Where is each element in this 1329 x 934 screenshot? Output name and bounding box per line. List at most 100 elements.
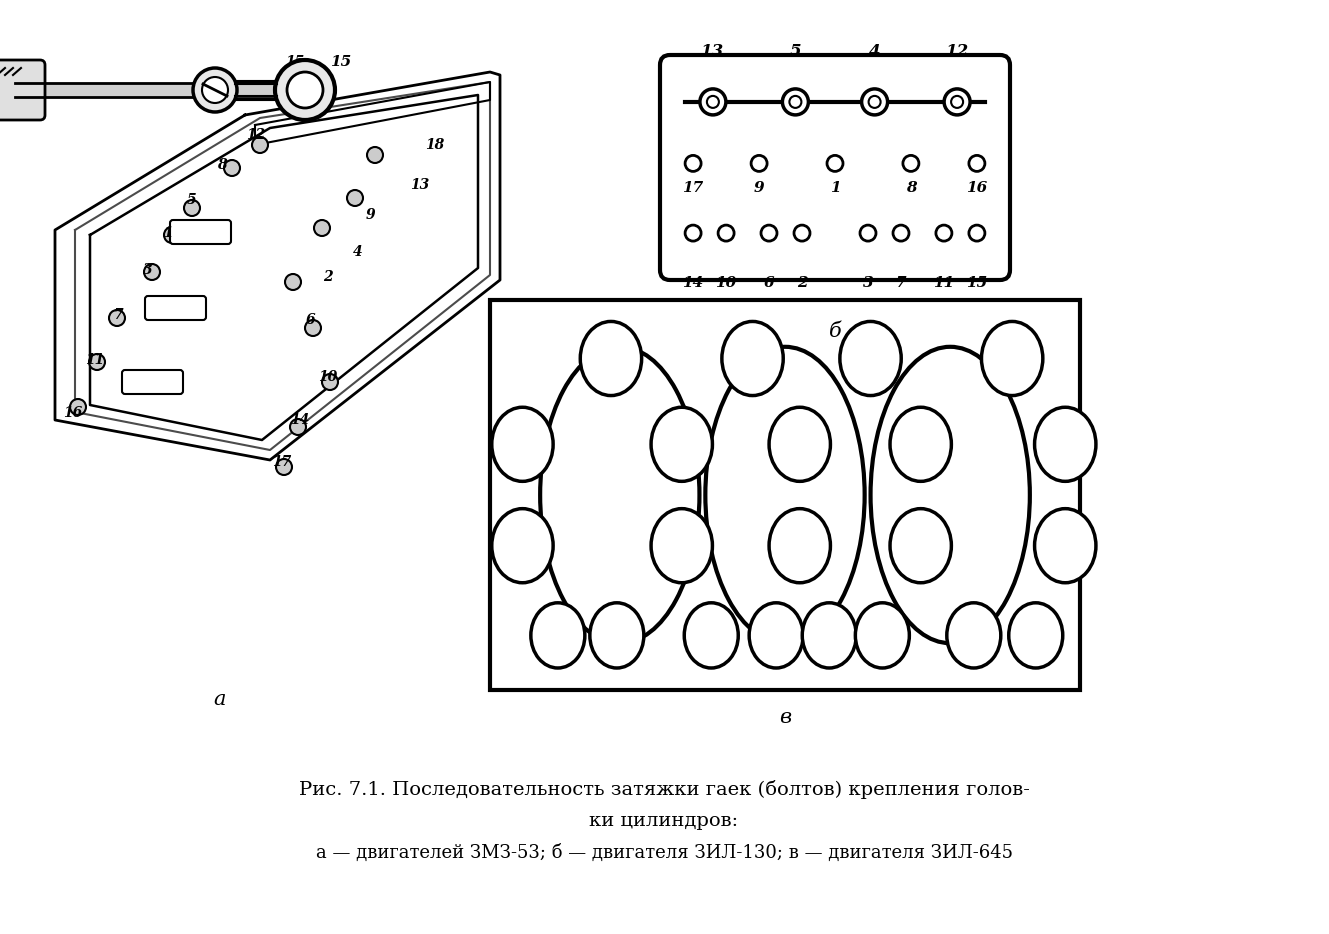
Circle shape	[686, 155, 702, 172]
Text: 12: 12	[670, 537, 694, 554]
Circle shape	[70, 399, 86, 415]
Text: 9: 9	[914, 436, 926, 453]
Text: 18: 18	[425, 138, 445, 152]
Text: 11: 11	[85, 353, 105, 367]
Text: 13: 13	[964, 629, 985, 643]
Text: 9: 9	[365, 208, 375, 222]
Circle shape	[686, 225, 702, 241]
Text: 16: 16	[966, 181, 987, 195]
Text: 16: 16	[64, 406, 82, 420]
Circle shape	[284, 274, 300, 290]
Circle shape	[314, 220, 330, 236]
Text: Рис. 7.1. Последовательность затяжки гаек (болтов) крепления голов-: Рис. 7.1. Последовательность затяжки гае…	[299, 780, 1030, 799]
Circle shape	[183, 200, 199, 216]
Ellipse shape	[722, 321, 783, 396]
Circle shape	[193, 68, 237, 112]
Text: 13: 13	[411, 178, 429, 192]
Text: 3: 3	[144, 263, 153, 277]
Text: 15: 15	[330, 55, 351, 69]
Text: 6: 6	[764, 276, 775, 290]
Circle shape	[163, 227, 179, 243]
Text: 8: 8	[905, 181, 916, 195]
Circle shape	[707, 96, 719, 108]
Text: 12: 12	[246, 128, 266, 142]
Text: 8: 8	[217, 158, 227, 172]
Ellipse shape	[982, 321, 1043, 396]
Circle shape	[109, 310, 125, 326]
Text: 15: 15	[966, 276, 987, 290]
Text: 9: 9	[754, 181, 764, 195]
Text: а: а	[214, 690, 226, 709]
Circle shape	[969, 225, 985, 241]
Text: 17: 17	[272, 455, 291, 469]
Ellipse shape	[530, 602, 585, 668]
Text: ки цилиндров:: ки цилиндров:	[590, 812, 739, 830]
Ellipse shape	[684, 602, 738, 668]
Text: 16: 16	[599, 350, 622, 367]
Ellipse shape	[1034, 509, 1096, 583]
Circle shape	[860, 225, 876, 241]
Ellipse shape	[840, 321, 901, 396]
Text: 3: 3	[771, 629, 781, 643]
Text: 7: 7	[877, 629, 888, 643]
Text: 14: 14	[606, 629, 627, 643]
Text: 15: 15	[286, 55, 304, 69]
Text: 12: 12	[945, 43, 969, 60]
Circle shape	[304, 320, 322, 336]
Text: 17: 17	[1025, 629, 1046, 643]
Text: 6: 6	[747, 350, 759, 367]
Text: 15: 15	[1001, 350, 1023, 367]
Polygon shape	[15, 83, 195, 97]
Circle shape	[789, 96, 801, 108]
Ellipse shape	[803, 602, 856, 668]
Text: 3: 3	[863, 276, 873, 290]
Text: 1: 1	[829, 181, 840, 195]
Text: 6: 6	[306, 313, 315, 327]
Circle shape	[322, 374, 338, 390]
Ellipse shape	[856, 602, 909, 668]
Circle shape	[869, 96, 881, 108]
Text: а — двигателей ЗМЗ-53; б — двигателя ЗИЛ-130; в — двигателя ЗИЛ-645: а — двигателей ЗМЗ-53; б — двигателя ЗИЛ…	[315, 844, 1013, 862]
Circle shape	[144, 264, 159, 280]
Text: 1: 1	[163, 226, 173, 240]
Text: 11: 11	[933, 276, 954, 290]
Text: б: б	[828, 322, 841, 341]
FancyBboxPatch shape	[145, 296, 206, 320]
Text: 22: 22	[510, 537, 534, 554]
Ellipse shape	[870, 347, 1030, 644]
Text: 10: 10	[715, 276, 736, 290]
Text: 20: 20	[510, 436, 534, 453]
Ellipse shape	[1034, 407, 1096, 481]
Ellipse shape	[750, 602, 803, 668]
Text: 1: 1	[793, 537, 805, 554]
Ellipse shape	[769, 407, 831, 481]
Circle shape	[202, 77, 229, 103]
Ellipse shape	[890, 407, 952, 481]
Circle shape	[700, 89, 726, 115]
Ellipse shape	[651, 407, 712, 481]
Circle shape	[827, 155, 843, 172]
Circle shape	[969, 155, 985, 172]
Bar	[490, 300, 1080, 690]
Text: 8: 8	[676, 436, 687, 453]
Ellipse shape	[651, 509, 712, 583]
Text: 2: 2	[796, 276, 807, 290]
Circle shape	[902, 155, 918, 172]
Circle shape	[893, 225, 909, 241]
Text: 11: 11	[909, 537, 933, 554]
Circle shape	[253, 137, 268, 153]
Ellipse shape	[890, 509, 952, 583]
Text: 7: 7	[896, 276, 906, 290]
Polygon shape	[235, 84, 276, 96]
Text: 18: 18	[548, 629, 569, 643]
Circle shape	[89, 354, 105, 370]
Circle shape	[290, 419, 306, 435]
Text: 5: 5	[789, 43, 801, 60]
Circle shape	[718, 225, 734, 241]
Circle shape	[225, 160, 241, 176]
Ellipse shape	[590, 602, 643, 668]
Circle shape	[861, 89, 888, 115]
Text: 14: 14	[290, 413, 310, 427]
Ellipse shape	[540, 347, 699, 644]
Circle shape	[944, 89, 970, 115]
